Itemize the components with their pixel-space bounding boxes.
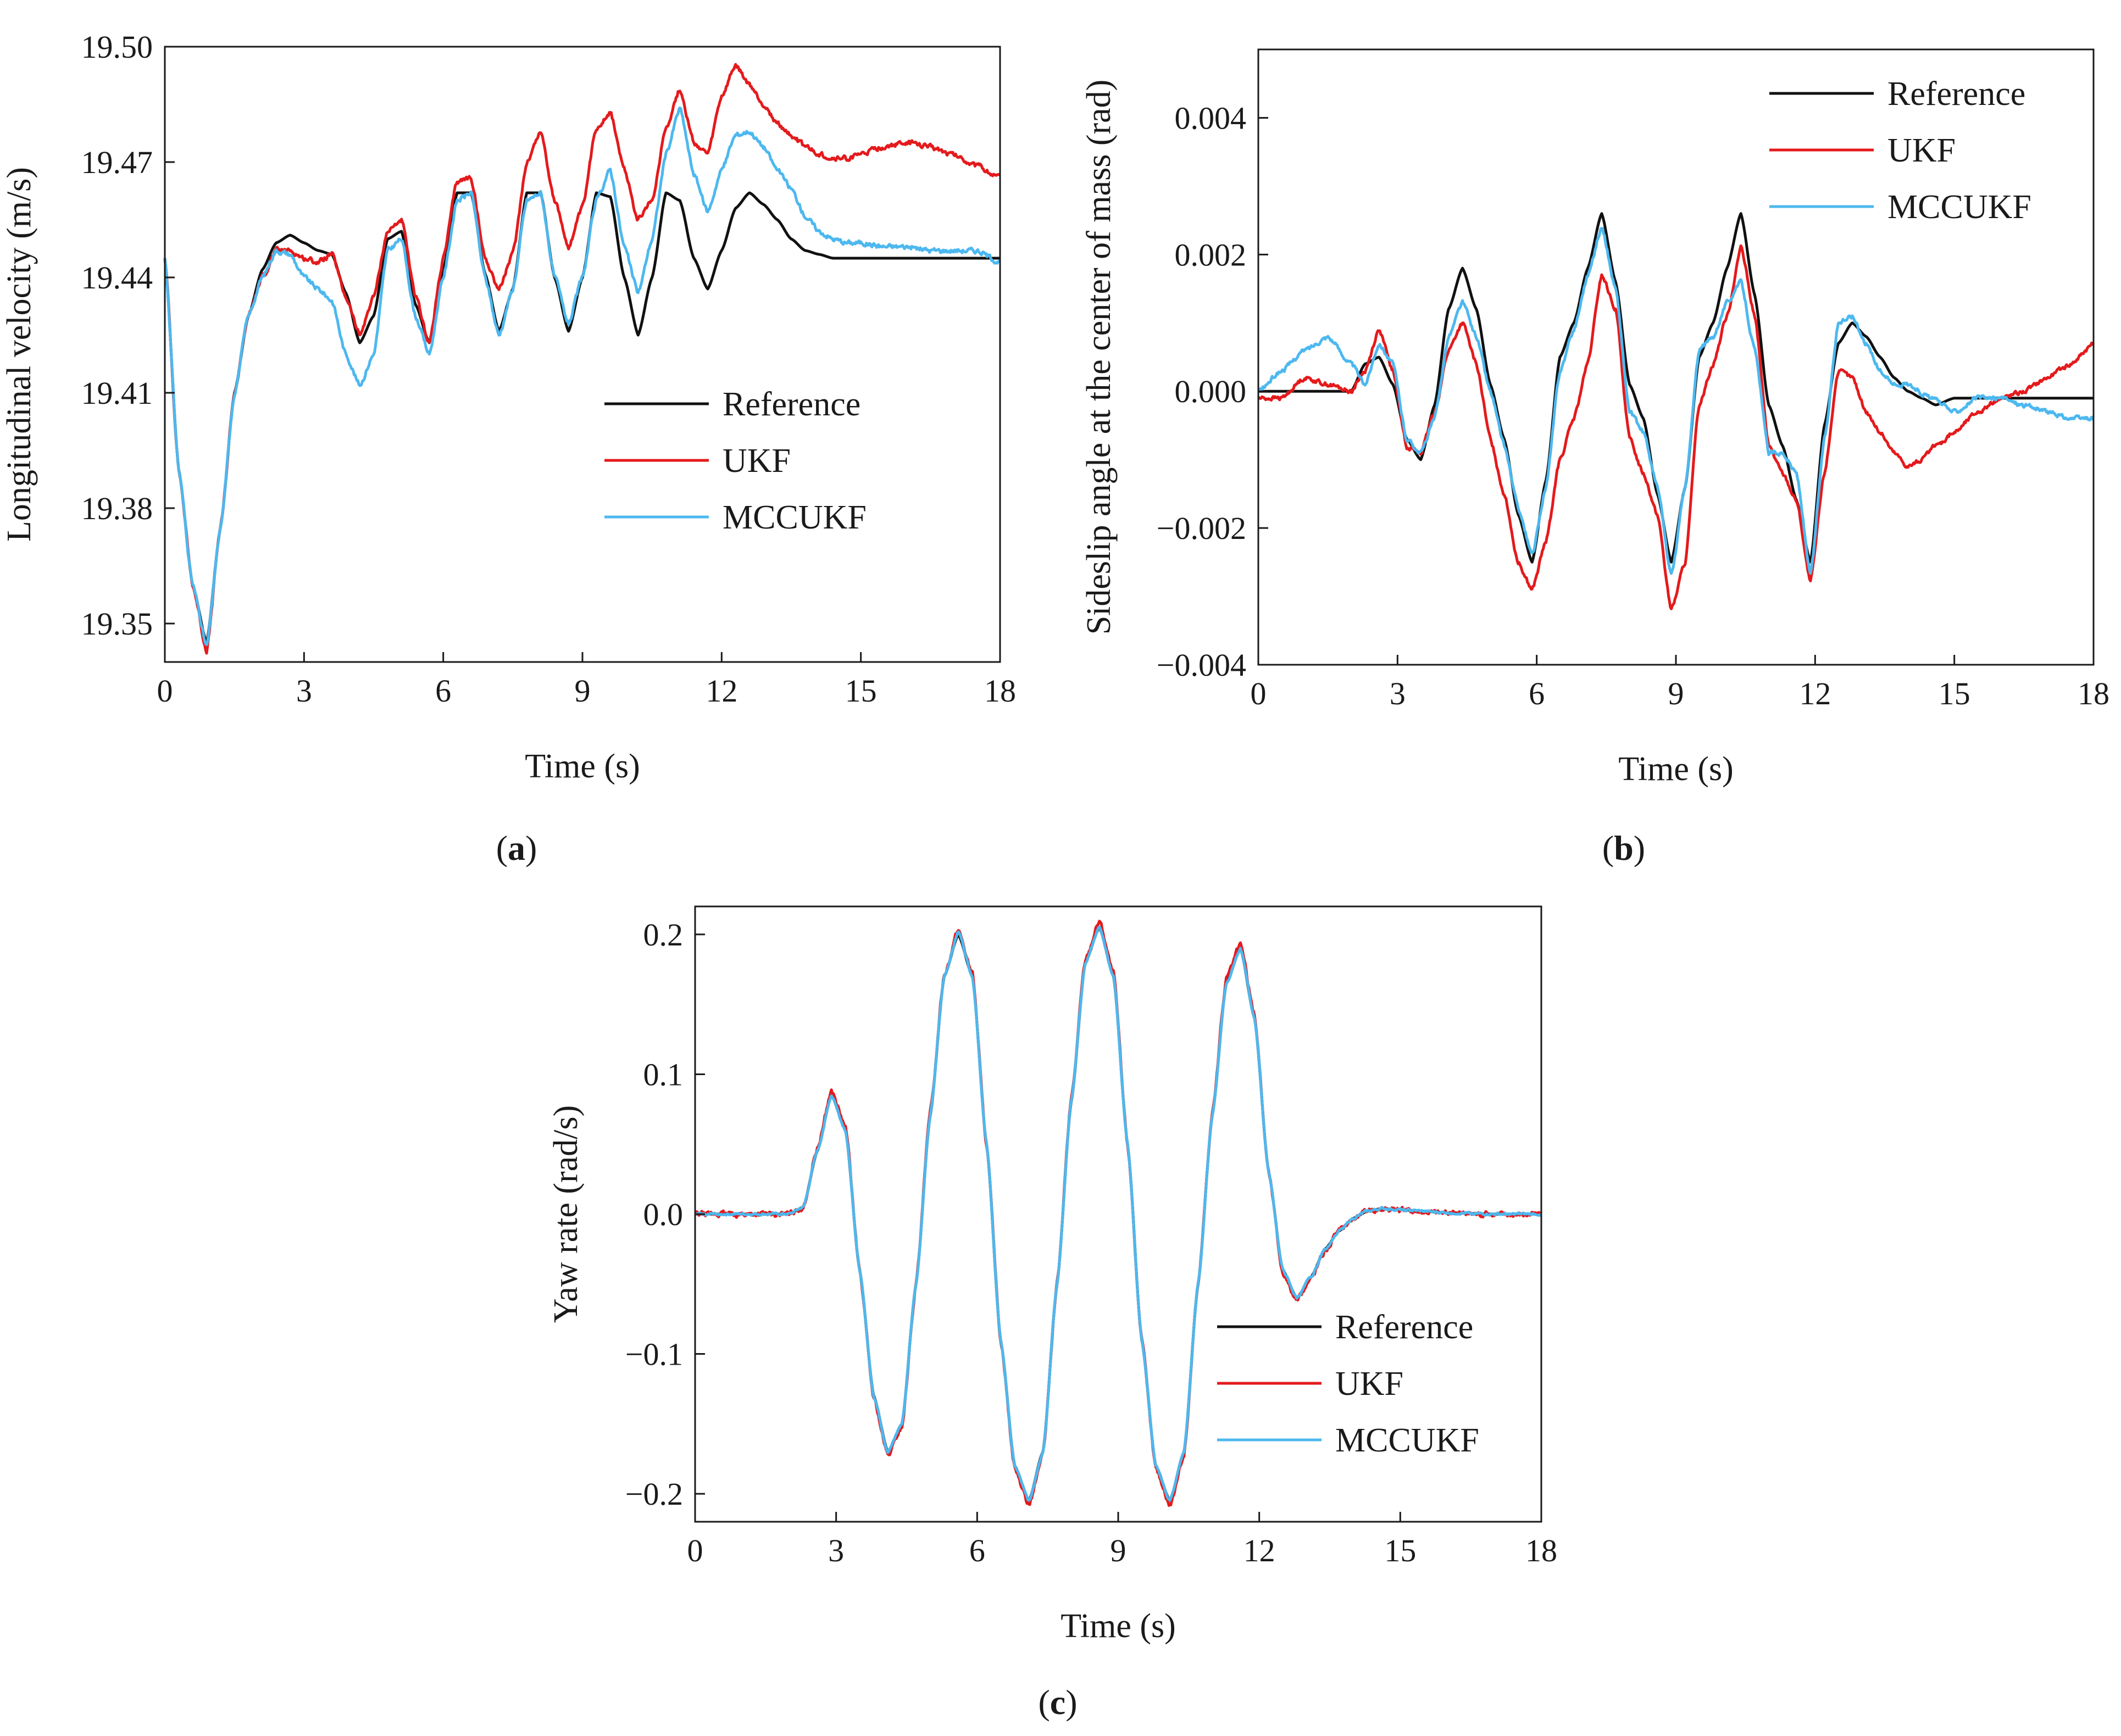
series-line-ukf xyxy=(163,63,1001,655)
x-tick-label: 18 xyxy=(2078,676,2109,711)
y-axis-label: Yaw rate (rad/s) xyxy=(547,1105,585,1323)
legend-label-reference: Reference xyxy=(723,386,860,423)
chart-panel-b: 0 3 6 9 12 15 18 −0.004 −0.002 0.000 0.002 0.004 Tim… xyxy=(1080,48,2109,867)
series-line-reference xyxy=(1258,212,2094,564)
y-tick-label: 0.0 xyxy=(643,1197,684,1232)
series-line-mccukf xyxy=(1258,227,2095,575)
legend: Reference UKF MCCUKF xyxy=(604,386,867,536)
legend-label-ukf: UKF xyxy=(723,442,791,480)
y-tick-label: 0.004 xyxy=(1175,100,1247,136)
x-tick-label: 3 xyxy=(1390,676,1406,711)
legend-label-reference: Reference xyxy=(1887,75,2025,113)
y-tick-label: 0.002 xyxy=(1175,237,1247,272)
legend-label-reference: Reference xyxy=(1335,1309,1473,1346)
x-tick-label: 3 xyxy=(828,1533,844,1568)
panel-label: (b) xyxy=(1602,828,1645,867)
y-axis-label: Sideslip angle at the center of mass (ra… xyxy=(1080,80,1118,635)
x-tick-label: 9 xyxy=(1668,676,1684,711)
y-tick-label: −0.1 xyxy=(625,1337,683,1372)
y-tick-label: 19.47 xyxy=(81,144,153,180)
x-tick-label: 15 xyxy=(1939,676,1970,711)
x-tick-label: 18 xyxy=(984,673,1016,709)
legend-label-ukf: UKF xyxy=(1887,132,1956,169)
x-tick-label: 12 xyxy=(706,673,737,709)
y-tick-label: −0.2 xyxy=(625,1476,683,1512)
chart-panel-c: 0 3 6 9 12 15 18 −0.2 −0.1 0.0 0.1 0.2 Time (s) Yaw r… xyxy=(547,905,1557,1722)
y-tick-label: 0.000 xyxy=(1175,374,1247,409)
y-axis-label: Longitudinal velocity (m/s) xyxy=(1,167,38,542)
x-tick-label: 15 xyxy=(1384,1533,1416,1568)
x-tick-label: 6 xyxy=(1529,676,1545,711)
y-tick-label: −0.004 xyxy=(1157,647,1246,683)
y-tick-label: 0.2 xyxy=(643,917,684,953)
y-tick-label: 19.50 xyxy=(81,29,153,65)
chart-panel-a: 0 3 6 9 12 15 18 19.35 19.38 19.41 19.44 19.47 19.50… xyxy=(1,29,1016,867)
x-axis-label: Time (s) xyxy=(1618,750,1734,788)
plot-frame xyxy=(1257,48,2095,666)
y-tick-label: 19.41 xyxy=(81,375,153,411)
x-tick-label: 6 xyxy=(435,673,451,709)
series-line-reference xyxy=(163,191,1001,644)
panel-label: (a) xyxy=(496,828,537,867)
y-tick-label: 0.1 xyxy=(643,1056,684,1092)
legend-label-mccukf: MCCUKF xyxy=(1335,1422,1479,1459)
legend: Reference UKF MCCUKF xyxy=(1217,1309,1479,1459)
legend-label-mccukf: MCCUKF xyxy=(723,499,867,536)
x-tick-label: 9 xyxy=(1111,1533,1126,1568)
legend-label-mccukf: MCCUKF xyxy=(1887,188,2031,226)
series-line-mccukf xyxy=(694,925,1542,1502)
x-tick-label: 0 xyxy=(1251,676,1267,711)
x-axis-label: Time (s) xyxy=(1060,1607,1176,1645)
x-axis-label: Time (s) xyxy=(525,748,640,785)
panel-label: (c) xyxy=(1038,1683,1077,1722)
y-tick-label: 19.44 xyxy=(81,260,153,296)
x-tick-label: 15 xyxy=(845,673,877,709)
x-tick-label: 6 xyxy=(969,1533,985,1568)
x-tick-label: 18 xyxy=(1525,1533,1557,1568)
legend-label-ukf: UKF xyxy=(1335,1365,1403,1403)
plot-frame xyxy=(164,46,1001,663)
series-line-mccukf xyxy=(163,106,1002,647)
x-tick-label: 12 xyxy=(1799,676,1831,711)
x-tick-label: 0 xyxy=(687,1533,703,1568)
y-tick-label: 19.38 xyxy=(81,491,153,526)
x-tick-label: 0 xyxy=(157,673,173,709)
y-tick-label: −0.002 xyxy=(1157,510,1246,546)
y-tick-label: 19.35 xyxy=(81,606,153,642)
x-tick-label: 3 xyxy=(296,673,312,709)
x-tick-label: 9 xyxy=(575,673,591,709)
legend: Reference UKF MCCUKF xyxy=(1769,75,2031,226)
x-tick-label: 12 xyxy=(1243,1533,1275,1568)
